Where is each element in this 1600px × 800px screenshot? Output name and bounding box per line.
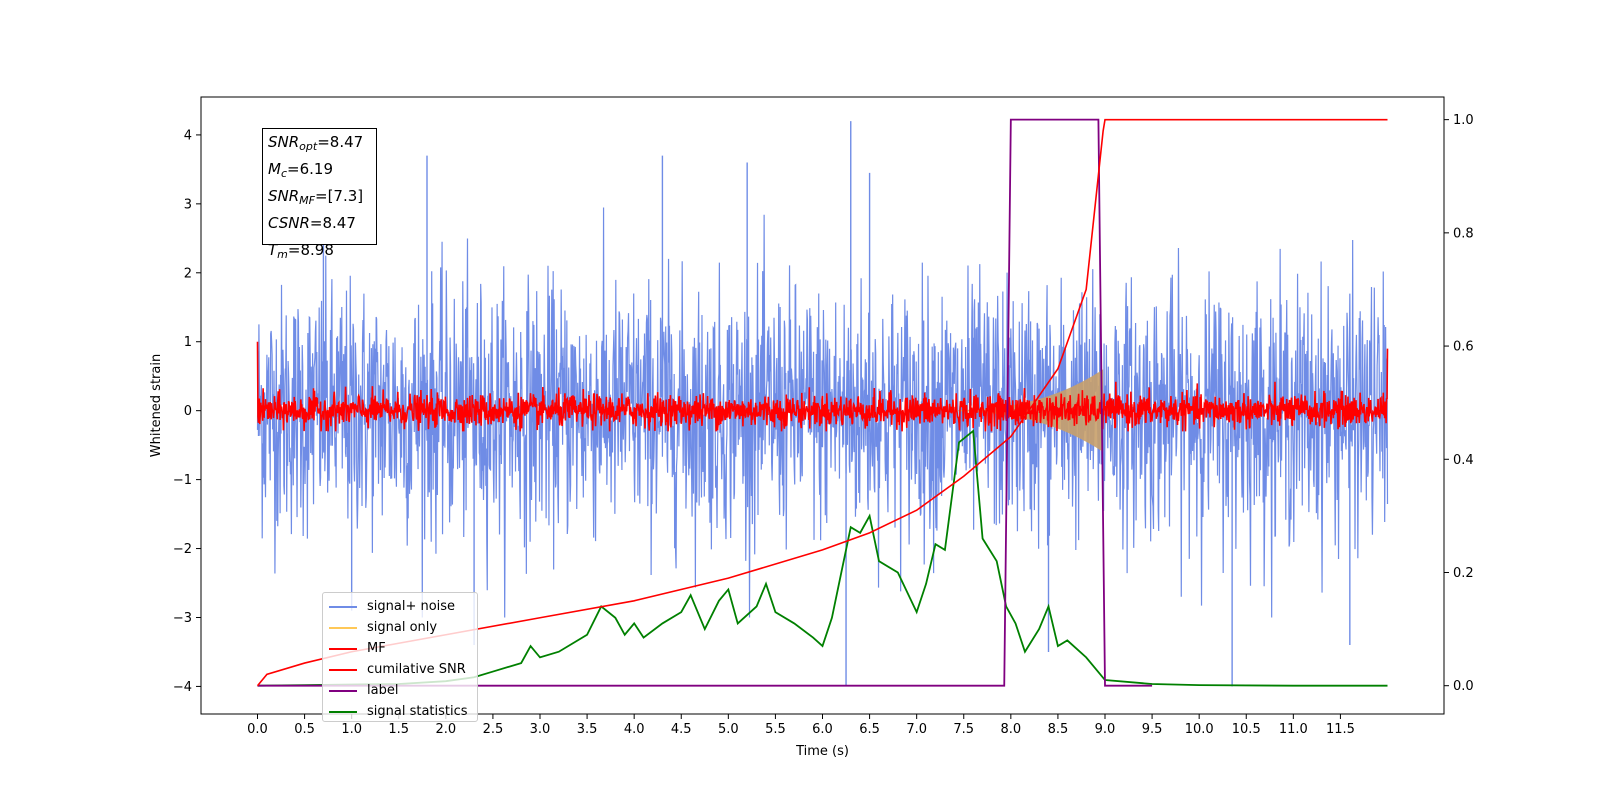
y2-tick-label: 0.4 xyxy=(1453,453,1474,468)
y2-tick-label: 0.2 xyxy=(1453,566,1474,581)
x-tick-label: 9.0 xyxy=(1095,722,1116,737)
x-tick-label: 6.5 xyxy=(859,722,880,737)
series-line-signal-statistics xyxy=(257,429,1388,687)
axes-layer: 0.0 0.5 1.0 1.5 2.0 2.5 3.0 3.5 4.0 4.5 5.0 5.5 6.0 6… xyxy=(173,113,1474,737)
legend-swatch xyxy=(329,647,357,650)
legend-item-mf: MF xyxy=(329,638,471,659)
info-line-snr-mf: SNRMF=[7.3] xyxy=(268,187,364,207)
legend-item-signal-only: signal only xyxy=(329,617,471,638)
x-tick-label: 0.0 xyxy=(247,722,268,737)
x-tick-label: 10.0 xyxy=(1185,722,1214,737)
x-tick-label: 10.5 xyxy=(1232,722,1261,737)
y-tick-label: −2 xyxy=(173,542,192,557)
x-tick-label: 6.0 xyxy=(812,722,833,737)
x-tick-label: 7.5 xyxy=(953,722,974,737)
y-tick-label: −1 xyxy=(173,473,192,488)
x-tick-label: 7.0 xyxy=(906,722,927,737)
y2-tick-label: 0.8 xyxy=(1453,226,1474,241)
x-tick-label: 11.0 xyxy=(1279,722,1308,737)
y-tick-label: 3 xyxy=(184,197,192,212)
legend-item-cumulative-snr: cumilative SNR xyxy=(329,659,471,680)
x-tick-label: 4.0 xyxy=(624,722,645,737)
x-tick-label: 2.0 xyxy=(435,722,456,737)
x-tick-label: 0.5 xyxy=(294,722,315,737)
x-tick-label: 1.0 xyxy=(341,722,362,737)
y-tick-label: −3 xyxy=(173,611,192,626)
y2-tick-label: 1.0 xyxy=(1453,113,1474,128)
legend-swatch xyxy=(329,605,357,608)
legend-swatch xyxy=(329,710,357,713)
y-tick-label: −4 xyxy=(173,680,192,695)
chart-legend: signal+ noise signal only MF cumilative … xyxy=(322,592,478,722)
info-line-snr-opt: SNRopt=8.47 xyxy=(268,133,364,153)
metrics-info-box: SNRopt=8.47 Mc=6.19 SNRMF=[7.3] CSNR=8.4… xyxy=(262,128,377,261)
info-line-merger-time: Tm=8.98 xyxy=(268,241,334,261)
series-line-mf xyxy=(256,341,1389,432)
legend-item-signal-noise: signal+ noise xyxy=(329,596,471,617)
legend-item-signal-statistics: signal statistics xyxy=(329,701,471,722)
x-tick-label: 5.0 xyxy=(718,722,739,737)
x-tick-label: 11.5 xyxy=(1326,722,1355,737)
x-tick-label: 3.5 xyxy=(577,722,598,737)
legend-swatch xyxy=(329,689,357,692)
legend-swatch xyxy=(329,668,357,671)
legend-swatch xyxy=(329,626,357,629)
y-tick-label: 2 xyxy=(184,266,192,281)
x-tick-label: 4.5 xyxy=(671,722,692,737)
info-line-csnr: CSNR=8.47 xyxy=(268,214,356,232)
x-tick-label: 8.5 xyxy=(1048,722,1069,737)
y-tick-label: 1 xyxy=(184,335,192,350)
x-tick-label: 9.5 xyxy=(1142,722,1163,737)
x-tick-label: 8.0 xyxy=(1000,722,1021,737)
legend-item-label: label xyxy=(329,680,471,701)
series-line-label xyxy=(257,118,1153,687)
y-tick-label: 4 xyxy=(184,128,192,143)
y2-tick-label: 0.6 xyxy=(1453,340,1474,355)
x-tick-label: 1.5 xyxy=(388,722,409,737)
series-line-signal-noise xyxy=(256,207,1389,618)
y-tick-label: 0 xyxy=(184,404,192,419)
y-axis-label: Whitened strain xyxy=(149,354,164,457)
x-tick-label: 5.5 xyxy=(765,722,786,737)
y2-tick-label: 0.0 xyxy=(1453,679,1474,694)
x-tick-label: 3.0 xyxy=(530,722,551,737)
x-axis-label: Time (s) xyxy=(795,744,849,759)
x-tick-label: 2.5 xyxy=(483,722,504,737)
info-line-chirp-mass: Mc=6.19 xyxy=(268,160,333,180)
